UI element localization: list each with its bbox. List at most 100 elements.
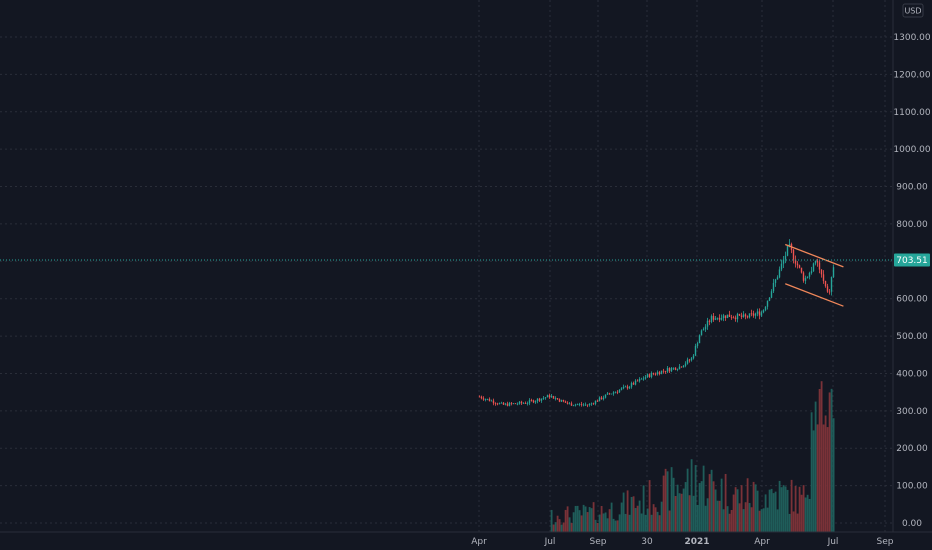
volume-bar	[718, 500, 721, 532]
candle-body	[528, 400, 531, 404]
volume-bar	[624, 513, 627, 532]
volume-bar	[724, 473, 727, 532]
volume-bar	[584, 506, 587, 532]
candle-body	[612, 392, 615, 394]
volume-bar	[638, 500, 641, 532]
x-tick-label: Jul	[544, 537, 556, 547]
trendlines[interactable]	[785, 243, 844, 307]
volume-bar	[596, 522, 599, 532]
volume-bar	[566, 506, 569, 532]
volume-bar	[640, 513, 643, 532]
volume-bar	[564, 509, 567, 532]
volume-bar	[794, 485, 797, 532]
y-tick-label: 600.00	[896, 295, 928, 305]
volume-bar	[804, 497, 807, 532]
volume-bar	[814, 401, 817, 532]
candle-body	[832, 267, 835, 278]
candle-body	[676, 369, 679, 371]
channel-trendline[interactable]	[785, 283, 844, 307]
candle-body	[584, 404, 587, 406]
candle-body	[596, 400, 599, 402]
volume-bar	[602, 513, 605, 532]
volume-bar	[776, 509, 779, 532]
last-price-tag: 703.51	[894, 253, 930, 267]
x-tick-label: Sep	[590, 537, 607, 547]
volume-bar	[614, 520, 617, 532]
volume-bar	[682, 488, 685, 532]
candle-body	[734, 317, 737, 320]
volume-bar	[720, 478, 723, 532]
candle-body	[678, 366, 681, 370]
volume-bar	[828, 392, 831, 532]
volume-bar	[698, 483, 701, 532]
candle-body	[762, 310, 765, 313]
candle-body	[792, 249, 795, 260]
volume-bar	[734, 487, 737, 532]
candle-body	[478, 396, 481, 398]
candle-body	[712, 315, 715, 320]
volume-bar	[648, 480, 651, 532]
volume-bar	[702, 465, 705, 532]
volume-bar	[672, 477, 675, 532]
candle-body	[716, 317, 719, 319]
volume-bar	[748, 503, 751, 532]
candle-body	[608, 393, 611, 395]
candle-body	[804, 277, 807, 281]
candle-body	[784, 255, 787, 260]
candle-body	[592, 403, 595, 405]
volume-bar	[754, 484, 757, 532]
candle-body	[482, 398, 485, 400]
x-tick-label: Apr	[471, 537, 487, 547]
currency-badge[interactable]: USD	[902, 3, 924, 18]
candle-body	[534, 401, 537, 403]
candle-body	[572, 405, 575, 407]
volume-bar	[570, 522, 573, 532]
candle-body	[646, 374, 649, 378]
candle-body	[502, 402, 505, 405]
candle-body	[542, 397, 545, 399]
candle-body	[610, 393, 613, 395]
volume-bar	[824, 415, 827, 532]
candle-body	[820, 269, 823, 275]
volume-bar	[678, 493, 681, 532]
candle-body	[672, 367, 675, 369]
volume-bar	[818, 388, 821, 532]
candle-body	[754, 313, 757, 316]
candle-body	[710, 315, 713, 322]
volume-bar	[768, 489, 771, 532]
candle-body	[758, 311, 761, 316]
volume-bar	[764, 494, 767, 532]
volume-bar	[666, 471, 669, 532]
volume-bar	[550, 509, 553, 532]
candle-body	[766, 300, 769, 307]
candle-body	[828, 291, 831, 293]
x-tick-label: 2021	[684, 537, 709, 547]
candle-body	[800, 267, 803, 273]
y-tick-label: 1300.00	[893, 33, 930, 43]
volume-bar	[738, 503, 741, 532]
volume-bar	[806, 494, 809, 532]
volume-bar	[730, 509, 733, 532]
candle-body	[786, 246, 789, 256]
volume-bar	[634, 508, 637, 532]
channel-trendline[interactable]	[785, 243, 844, 268]
volume-bar	[650, 514, 653, 532]
candle-body	[546, 395, 549, 398]
time-axis[interactable]	[0, 532, 932, 550]
candle-body	[774, 279, 777, 283]
volume-bar	[598, 514, 601, 532]
candle-body	[724, 315, 727, 319]
candle-body	[658, 372, 661, 375]
volume-bar	[606, 518, 609, 532]
price-axis[interactable]	[893, 0, 932, 550]
volume-bar	[780, 487, 783, 532]
candle-body	[544, 397, 547, 399]
candle-body	[606, 393, 609, 395]
candle-body	[778, 269, 781, 278]
candle-body	[556, 398, 559, 400]
candle-body	[496, 403, 499, 405]
candle-body	[578, 403, 581, 405]
y-tick-label: 1000.00	[893, 145, 930, 155]
candle-body	[662, 370, 665, 372]
